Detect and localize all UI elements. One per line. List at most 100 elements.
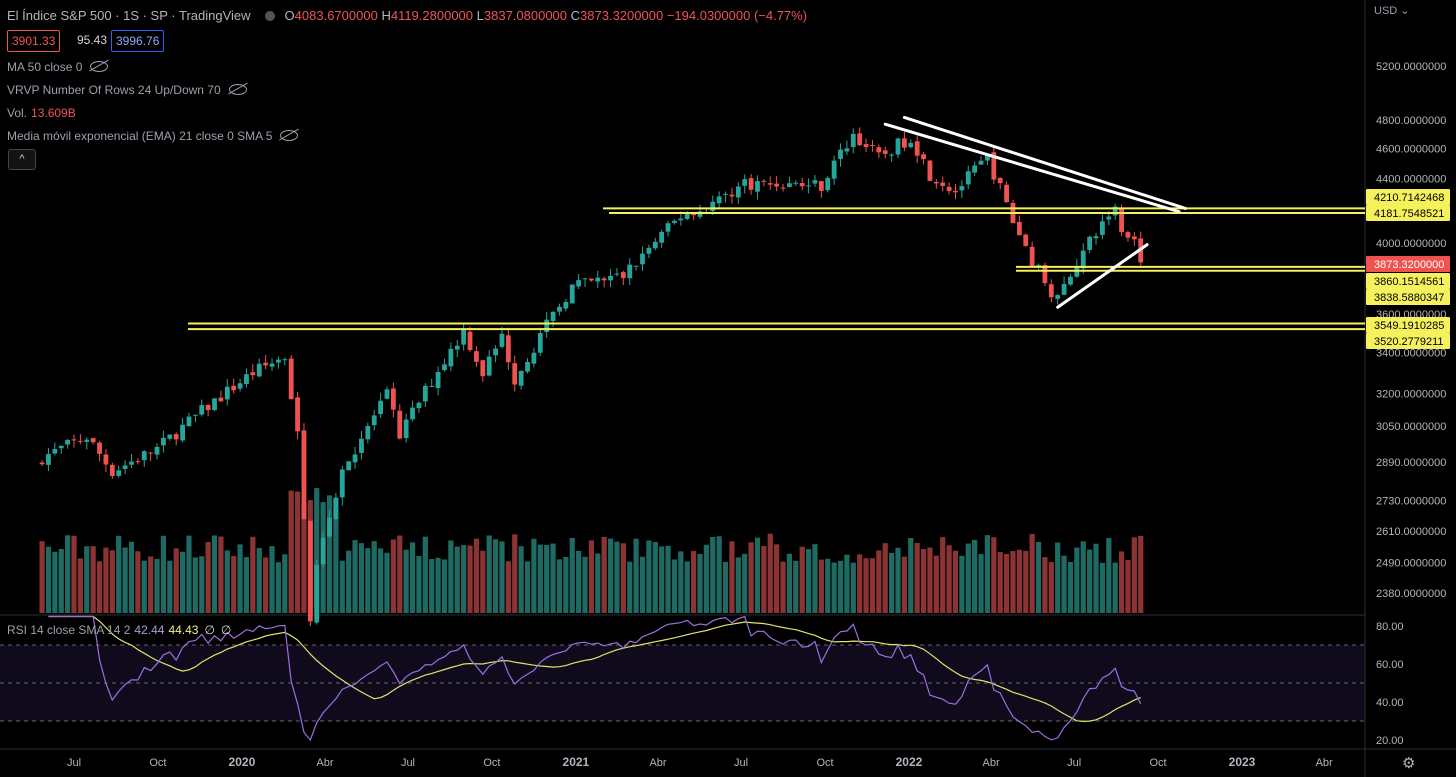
open-value: 4083.6700000 bbox=[294, 8, 378, 23]
volume-bar bbox=[486, 535, 492, 613]
indicator-ema[interactable]: Media móvil exponencial (EMA) 21 close 0… bbox=[7, 129, 299, 143]
indicator-volume-label: Vol. bbox=[7, 106, 28, 120]
candle-body bbox=[793, 182, 799, 184]
time-axis-label: Oct bbox=[816, 757, 833, 769]
volume-bar bbox=[550, 543, 556, 613]
candle-body bbox=[1125, 232, 1131, 238]
low-label: L bbox=[476, 8, 484, 23]
candle-body bbox=[499, 333, 505, 347]
volume-bar bbox=[288, 490, 294, 613]
candle-body bbox=[640, 253, 645, 265]
volume-bar bbox=[812, 544, 818, 613]
volume-bar bbox=[1023, 550, 1029, 613]
level-price-label: 3873.3200000 bbox=[1374, 259, 1444, 271]
candle-body bbox=[250, 372, 256, 376]
rsi-value: 42.44 bbox=[134, 623, 165, 637]
volume-bar bbox=[326, 495, 333, 613]
hidden-eye-icon[interactable] bbox=[90, 61, 109, 72]
volume-bar bbox=[933, 555, 939, 613]
volume-bar bbox=[128, 541, 135, 613]
level-labels: 4210.7142468 4181.7548521 3873.3200000 3860… bbox=[1366, 189, 1450, 349]
candle-body bbox=[576, 280, 582, 287]
candle-body bbox=[953, 190, 958, 193]
volume-bar bbox=[179, 551, 186, 613]
rsi-axis-label: 40.00 bbox=[1376, 697, 1404, 709]
rsi-axis-label: 80.00 bbox=[1376, 621, 1404, 633]
volume-bar bbox=[384, 552, 390, 613]
candle-body bbox=[620, 272, 626, 279]
candle-body bbox=[940, 182, 946, 186]
rsi-sma-value: 44.43 bbox=[168, 623, 199, 637]
candle-body bbox=[818, 181, 824, 191]
time-axis-label: 2021 bbox=[563, 755, 590, 769]
volume-bar bbox=[243, 557, 250, 613]
volume-bar bbox=[473, 538, 480, 613]
candle-body bbox=[403, 419, 409, 439]
time-axis-label: Jul bbox=[734, 757, 748, 769]
candle-body bbox=[787, 183, 792, 188]
collapse-legend-button[interactable]: ^ bbox=[8, 149, 36, 170]
volume-bar bbox=[1131, 537, 1137, 613]
volume-bar bbox=[141, 560, 147, 613]
candle-body bbox=[161, 437, 166, 446]
volume-bar bbox=[805, 549, 812, 613]
volume-bar bbox=[71, 535, 77, 613]
indicator-vrvp[interactable]: VRVP Number Of Rows 24 Up/Down 70 bbox=[7, 83, 247, 97]
candle-body bbox=[512, 363, 518, 385]
candle-body bbox=[997, 177, 1003, 184]
candle-body bbox=[1042, 265, 1048, 284]
time-axis-label: Abr bbox=[983, 757, 1000, 769]
candle-body bbox=[1080, 250, 1086, 269]
candle-body bbox=[831, 160, 837, 179]
level-price-label: 3549.1910285 bbox=[1374, 320, 1444, 332]
candle-body bbox=[333, 497, 339, 520]
volume-bar bbox=[620, 543, 626, 613]
volume-bar bbox=[901, 556, 907, 613]
rsi-legend[interactable]: RSI 14 close SMA 14 2 42.44 44.43 ∅ ∅ bbox=[7, 623, 231, 637]
current-price-tag bbox=[1366, 256, 1450, 272]
hidden-eye-icon[interactable] bbox=[280, 130, 299, 141]
symbol-title[interactable]: El Índice S&P 500 · 1S · SP · TradingVie… bbox=[7, 8, 251, 23]
hidden-eye-icon[interactable] bbox=[228, 84, 247, 95]
candle-body bbox=[678, 218, 684, 221]
volume-bar bbox=[122, 547, 128, 613]
trendline bbox=[1056, 243, 1149, 309]
price-axis-label: 4800.0000000 bbox=[1376, 115, 1446, 127]
candle-body bbox=[154, 446, 160, 455]
candle-body bbox=[563, 301, 569, 309]
volume-bar bbox=[627, 561, 633, 613]
volume-bar bbox=[869, 558, 876, 613]
candle-body bbox=[122, 465, 128, 469]
indicator-volume[interactable]: Vol. 13.609B bbox=[7, 106, 76, 120]
time-axis-label: Oct bbox=[1150, 757, 1167, 769]
candle-body bbox=[378, 400, 384, 415]
candle-body bbox=[116, 470, 122, 476]
volume-bar bbox=[837, 560, 844, 613]
volume-bar bbox=[588, 540, 594, 613]
candle-body bbox=[972, 165, 978, 173]
volume-bar bbox=[1016, 549, 1022, 613]
volume-bar bbox=[365, 548, 371, 613]
volume-bar bbox=[563, 556, 569, 613]
level-price-label: 3520.2779211 bbox=[1374, 336, 1444, 348]
sell-price-box[interactable]: 3901.33 bbox=[7, 30, 61, 52]
candle-body bbox=[557, 306, 562, 312]
candle-body bbox=[1029, 246, 1035, 267]
volume-bar bbox=[429, 559, 435, 613]
candle-body bbox=[614, 273, 620, 275]
buy-price-box[interactable]: 3996.76 bbox=[111, 30, 165, 52]
volume-bar bbox=[735, 557, 741, 613]
volume-bar bbox=[633, 538, 639, 613]
volume-bar bbox=[403, 549, 409, 613]
volume-bar bbox=[103, 547, 109, 613]
currency-selector[interactable]: USD ⌄ bbox=[1374, 4, 1410, 17]
volume-bar bbox=[1003, 553, 1010, 613]
candle-body bbox=[314, 564, 320, 623]
candle-body bbox=[1055, 295, 1061, 299]
candle-body bbox=[1131, 236, 1137, 240]
indicator-ma[interactable]: MA 50 close 0 bbox=[7, 60, 109, 74]
candle-body bbox=[761, 180, 767, 182]
candle-body bbox=[429, 386, 435, 388]
gear-icon[interactable]: ⚙ bbox=[1402, 755, 1416, 772]
